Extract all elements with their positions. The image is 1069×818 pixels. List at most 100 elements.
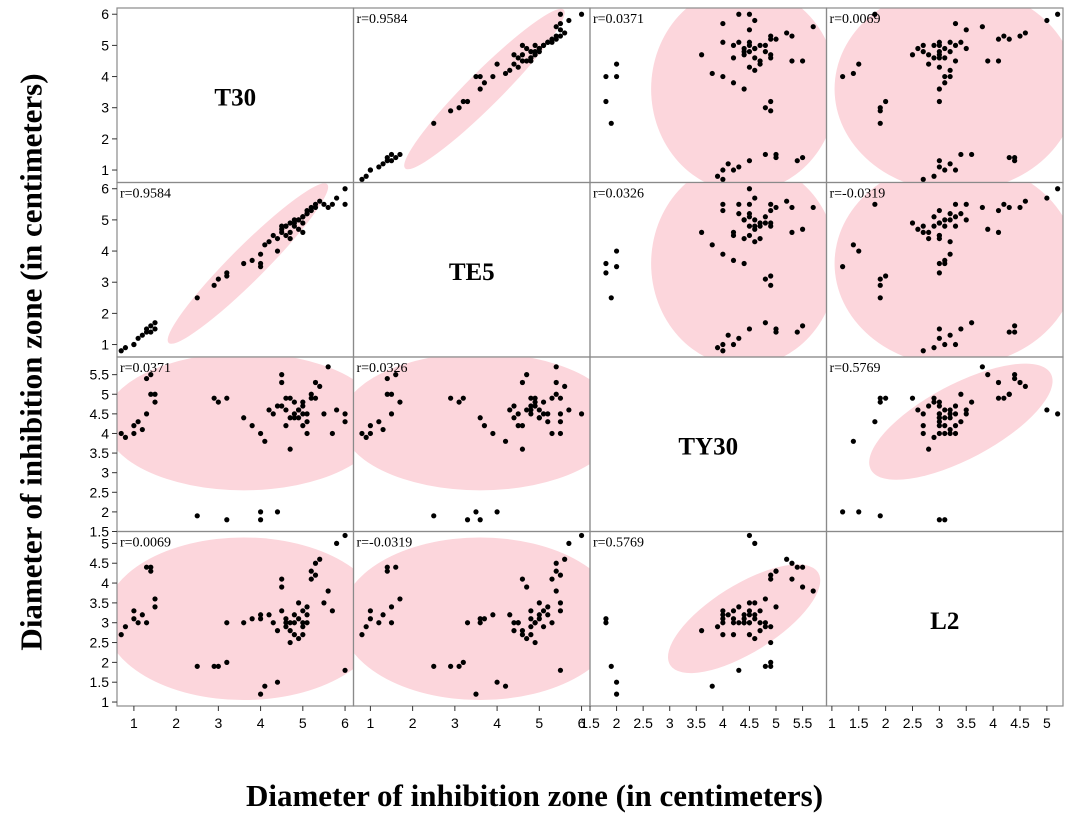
data-point <box>699 628 705 634</box>
data-point <box>148 564 154 570</box>
data-point <box>566 540 572 546</box>
data-point <box>746 326 753 332</box>
data-point <box>931 434 937 440</box>
data-point <box>947 430 953 437</box>
data-point <box>431 120 437 126</box>
data-point <box>528 624 534 630</box>
data-point <box>603 98 609 105</box>
data-point <box>995 58 1002 64</box>
data-point <box>1006 154 1012 161</box>
y-tick-label: 5 <box>101 37 109 53</box>
data-point <box>773 326 779 332</box>
data-point <box>613 679 620 685</box>
data-point <box>388 411 395 417</box>
data-point <box>1012 158 1018 164</box>
data-point <box>995 395 1002 401</box>
data-point <box>789 229 795 235</box>
data-point <box>995 207 1002 214</box>
data-point <box>1055 186 1061 192</box>
x-tick-label: 4.5 <box>1010 715 1030 731</box>
data-point <box>730 229 737 235</box>
data-point <box>262 683 268 689</box>
data-point <box>942 341 948 348</box>
data-point <box>562 556 568 562</box>
data-point <box>536 612 542 618</box>
density-ellipse <box>651 8 827 183</box>
data-point <box>363 624 369 630</box>
data-point <box>456 399 462 405</box>
data-point <box>1017 204 1023 211</box>
data-point <box>300 608 306 614</box>
data-point <box>877 395 883 401</box>
data-point <box>746 612 753 618</box>
data-point <box>920 348 926 354</box>
data-point <box>789 204 795 211</box>
data-point <box>283 407 289 413</box>
data-point <box>448 663 454 669</box>
data-point <box>768 201 774 207</box>
data-point <box>359 430 365 437</box>
data-point <box>545 39 551 45</box>
data-point <box>947 415 953 421</box>
data-point <box>342 532 348 539</box>
data-point <box>920 223 926 229</box>
data-point <box>532 49 538 55</box>
data-point <box>952 223 959 229</box>
data-point <box>603 73 609 80</box>
data-point <box>515 423 521 429</box>
data-point <box>931 55 937 61</box>
data-point <box>139 612 145 618</box>
data-point <box>139 426 145 433</box>
data-point <box>920 176 926 182</box>
data-point <box>578 411 585 417</box>
data-point <box>603 616 609 622</box>
data-point <box>300 411 306 417</box>
data-point <box>752 239 758 245</box>
correlation-label: r=0.0326 <box>357 361 408 376</box>
data-point <box>799 564 806 570</box>
data-point <box>773 604 779 610</box>
data-point <box>995 229 1002 235</box>
data-point <box>549 395 555 401</box>
data-point <box>545 411 551 417</box>
data-point <box>460 395 466 401</box>
data-point <box>757 620 763 626</box>
data-point <box>532 399 538 405</box>
density-ellipse <box>117 357 354 491</box>
data-point <box>279 576 285 582</box>
data-point <box>1022 30 1028 36</box>
data-point <box>768 624 774 630</box>
cell-l2-vs-ty30: r=0.5769 <box>589 530 828 707</box>
data-point <box>1044 17 1050 24</box>
data-point <box>947 161 953 167</box>
data-point <box>224 395 230 401</box>
data-point <box>810 588 816 594</box>
data-point <box>131 608 137 614</box>
data-point <box>317 198 323 204</box>
y-axis-label-container: Diameter of inhibition zone (in centimet… <box>6 12 58 712</box>
data-point <box>789 58 795 64</box>
y-tick-label: 4 <box>101 575 109 591</box>
data-point <box>224 659 230 665</box>
data-point <box>557 11 564 17</box>
data-point <box>773 151 779 158</box>
data-point <box>730 620 737 626</box>
data-point <box>464 98 471 105</box>
data-point <box>958 211 964 217</box>
data-point <box>757 628 763 634</box>
data-point <box>942 80 948 86</box>
data-point <box>266 612 272 618</box>
variable-label: L2 <box>930 608 959 635</box>
data-point <box>532 395 538 401</box>
data-point <box>393 372 399 378</box>
data-point <box>494 509 500 515</box>
x-tick-label: 6 <box>578 715 586 731</box>
y-tick-label: 1 <box>101 337 109 353</box>
data-point <box>304 604 310 610</box>
data-point <box>511 403 517 409</box>
data-point <box>380 426 386 433</box>
data-point <box>799 584 806 590</box>
data-point <box>384 564 390 570</box>
data-point <box>1055 11 1061 17</box>
data-point <box>143 620 150 626</box>
